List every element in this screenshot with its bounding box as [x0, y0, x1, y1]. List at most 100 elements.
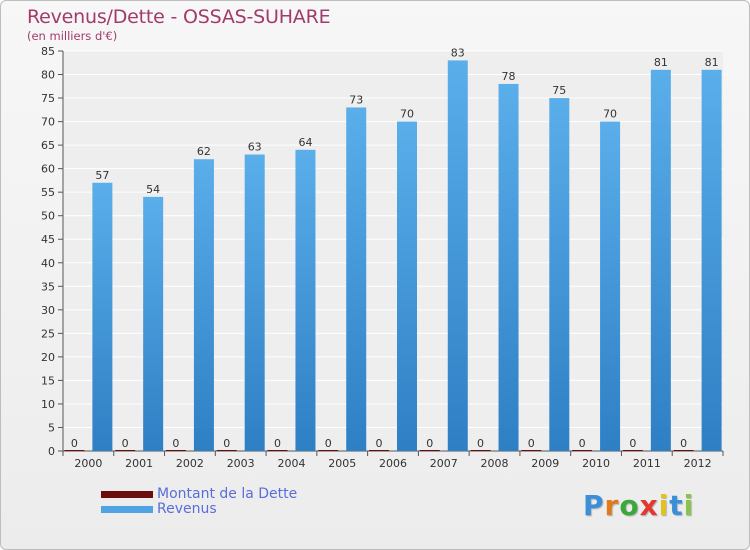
y-tick-label: 50 [41, 210, 55, 223]
revenue-bar-label: 54 [146, 183, 160, 196]
debt-bar [318, 450, 339, 451]
y-tick-label: 55 [41, 186, 55, 199]
revenue-bar [397, 121, 417, 452]
y-tick-label: 45 [41, 233, 55, 246]
x-tick-label: 2009 [531, 457, 559, 470]
legend-swatch-revenue [101, 505, 153, 513]
debt-bar-label: 0 [528, 437, 535, 450]
debt-bar-label: 0 [274, 437, 281, 450]
logo-letter: x [639, 489, 659, 522]
debt-bar-label: 0 [426, 437, 433, 450]
revenue-bar [447, 60, 468, 451]
revenue-bar-label: 70 [603, 108, 617, 121]
legend-label-revenue: Revenus [157, 501, 217, 517]
debt-bar [419, 450, 440, 451]
y-tick-label: 70 [41, 116, 55, 129]
revenue-bar [650, 69, 671, 451]
debt-bar-label: 0 [71, 437, 78, 450]
revenue-bar [346, 107, 367, 452]
revenue-bar [193, 159, 214, 451]
y-tick-label: 65 [41, 139, 55, 152]
debt-bar [369, 450, 389, 451]
revenue-bar [295, 149, 316, 451]
y-tick-label: 75 [41, 92, 55, 105]
x-tick-label: 2005 [328, 457, 356, 470]
debt-bar-label: 0 [376, 437, 383, 450]
debt-bar-label: 0 [477, 437, 484, 450]
debt-bar [267, 450, 288, 451]
revenue-bar [143, 196, 164, 451]
logo-letter: r [604, 489, 620, 522]
debt-bar [115, 450, 136, 451]
y-tick-label: 40 [41, 257, 55, 270]
x-tick-label: 2010 [582, 457, 610, 470]
y-tick-label: 35 [41, 280, 55, 293]
legend-label-debt: Montant de la Dette [157, 486, 298, 502]
revenue-bar-label: 73 [349, 93, 363, 106]
chart-title: Revenus/Dette - OSSAS-SUHARE [27, 6, 331, 28]
y-tick-label: 10 [41, 398, 55, 411]
x-tick-label: 2001 [125, 457, 153, 470]
y-tick-label: 15 [41, 374, 55, 387]
y-tick-label: 25 [41, 327, 55, 340]
debt-bar [622, 450, 643, 451]
logo-letter: P [583, 489, 605, 522]
legend-swatch-debt [101, 490, 153, 498]
debt-bar-label: 0 [122, 437, 129, 450]
revenue-bar [92, 182, 113, 451]
logo-letter: i [683, 489, 695, 522]
x-tick-label: 2006 [379, 457, 407, 470]
y-tick-label: 5 [48, 421, 55, 434]
debt-bar-label: 0 [223, 437, 230, 450]
revenue-bar [600, 121, 621, 452]
x-tick-label: 2008 [481, 457, 509, 470]
debt-bar-label: 0 [325, 437, 332, 450]
debt-bar-label: 0 [579, 437, 586, 450]
debt-bar [165, 450, 186, 451]
revenue-bar-label: 81 [705, 56, 719, 69]
revenue-bar [549, 98, 570, 451]
debt-bar [64, 450, 85, 451]
x-tick-label: 2004 [277, 457, 305, 470]
y-tick-label: 80 [41, 69, 55, 82]
revenue-bar [244, 154, 265, 451]
debt-bar [521, 450, 542, 451]
revenue-bar-label: 70 [400, 108, 414, 121]
revenue-bar [701, 69, 722, 451]
revenue-bar-label: 75 [552, 84, 566, 97]
logo-letter: t [669, 489, 684, 522]
proxiti-logo: Proxiti [583, 489, 694, 522]
x-tick-label: 2002 [176, 457, 204, 470]
x-tick-label: 2000 [74, 457, 102, 470]
y-tick-label: 20 [41, 351, 55, 364]
debt-bar-label: 0 [680, 437, 687, 450]
revenue-bar-label: 81 [654, 56, 668, 69]
y-tick-label: 85 [41, 45, 55, 58]
debt-bar [470, 450, 491, 451]
debt-bar [216, 450, 237, 451]
x-tick-label: 2003 [227, 457, 255, 470]
y-tick-label: 0 [48, 445, 55, 458]
debt-bar-label: 0 [629, 437, 636, 450]
revenue-bar-label: 64 [298, 136, 312, 149]
logo-letter: o [619, 489, 640, 522]
debt-bar [572, 450, 593, 451]
x-tick-label: 2007 [430, 457, 458, 470]
legend-item-revenue: Revenus [101, 501, 217, 517]
revenue-bar-label: 78 [502, 70, 516, 83]
x-tick-label: 2012 [684, 457, 712, 470]
debt-bar [673, 450, 694, 451]
revenue-bar-label: 63 [248, 141, 262, 154]
debt-bar-label: 0 [172, 437, 179, 450]
logo-letter: i [658, 489, 670, 522]
x-tick-label: 2011 [633, 457, 661, 470]
revenue-bar-label: 57 [95, 169, 109, 182]
chart-subtitle: (en milliers d'€) [27, 29, 118, 43]
legend-item-debt: Montant de la Dette [101, 486, 297, 502]
revenue-bar-label: 62 [197, 145, 211, 158]
revenue-bar-label: 83 [451, 46, 465, 59]
revenue-bar [498, 83, 519, 452]
y-tick-label: 30 [41, 304, 55, 317]
